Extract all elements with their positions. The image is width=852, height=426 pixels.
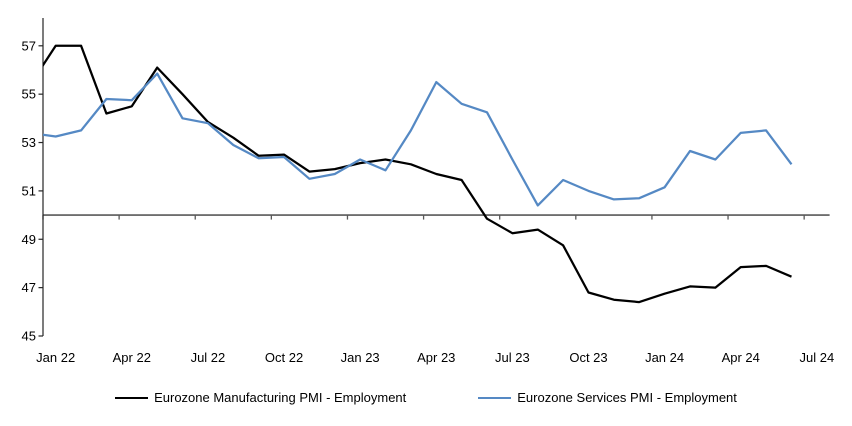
y-tick-label: 47	[22, 280, 36, 295]
x-tick-label: Jan 24	[645, 350, 684, 365]
x-tick-label: Oct 23	[569, 350, 607, 365]
x-tick-label: Apr 23	[417, 350, 455, 365]
legend: Eurozone Manufacturing PMI - Employment …	[0, 390, 852, 405]
x-tick-label: Jan 22	[36, 350, 75, 365]
x-tick-label: Jul 22	[191, 350, 226, 365]
manufacturing-line	[43, 44, 792, 304]
y-tick-label: 45	[22, 329, 36, 344]
y-tick-label: 49	[22, 232, 36, 247]
manufacturing-legend-label: Eurozone Manufacturing PMI - Employment	[154, 390, 407, 405]
x-tick-label: Jan 23	[341, 350, 380, 365]
services-legend-label: Eurozone Services PMI - Employment	[517, 390, 737, 405]
legend-item-services: Eurozone Services PMI - Employment	[478, 390, 737, 405]
services-line-swatch	[478, 396, 512, 399]
y-tick-label: 57	[22, 38, 36, 53]
x-tick-label: Jul 23	[495, 350, 530, 365]
legend-item-manufacturing: Eurozone Manufacturing PMI - Employment	[115, 390, 406, 405]
x-tick-label: Apr 24	[722, 350, 760, 365]
manufacturing-line-swatch	[115, 396, 149, 399]
x-tick-label: Jul 24	[799, 350, 834, 365]
services-line	[43, 72, 793, 207]
y-tick-label: 51	[22, 183, 36, 198]
y-tick-label: 55	[22, 87, 36, 102]
y-tick-label: 53	[22, 135, 36, 150]
x-tick-label: Apr 22	[113, 350, 151, 365]
x-tick-label: Oct 22	[265, 350, 303, 365]
